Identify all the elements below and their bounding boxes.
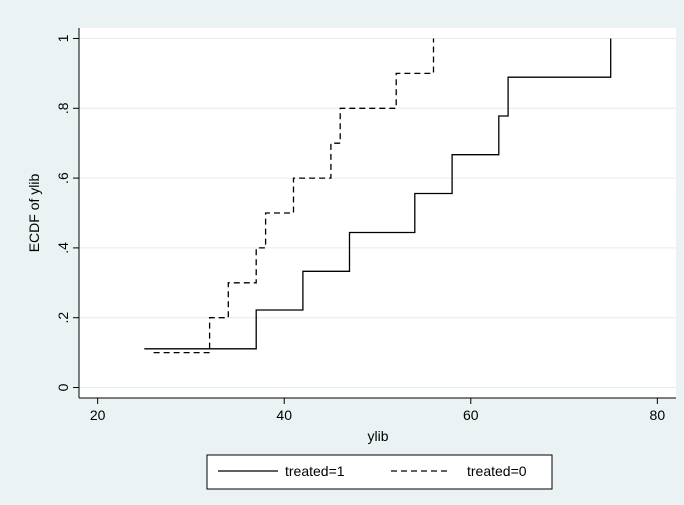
y-tick-label: 0 bbox=[55, 383, 71, 391]
x-tick-label: 60 bbox=[463, 407, 479, 423]
x-tick-label: 40 bbox=[276, 407, 292, 423]
y-tick-label: .8 bbox=[55, 102, 71, 114]
legend-label-treated-0: treated=0 bbox=[467, 463, 527, 479]
y-tick-label: .6 bbox=[55, 172, 71, 184]
legend-box bbox=[206, 454, 553, 490]
x-tick-label: 20 bbox=[90, 407, 106, 423]
legend: treated=1 treated=0 bbox=[206, 454, 553, 490]
y-tick-label: .2 bbox=[55, 312, 71, 324]
axes bbox=[78, 28, 676, 399]
x-axis-label: ylib bbox=[367, 428, 388, 444]
x-tick-label: 80 bbox=[650, 407, 666, 423]
y-tick-label: 1 bbox=[55, 34, 71, 42]
x-ticks: 20 40 60 80 bbox=[90, 398, 665, 423]
y-axis-label: ECDF of ylib bbox=[26, 174, 42, 253]
legend-label-treated-1: treated=1 bbox=[285, 463, 345, 479]
grid-lines bbox=[79, 37, 676, 389]
y-ticks: 0 .2 .4 .6 .8 1 bbox=[55, 34, 79, 391]
series-line-treated-1 bbox=[144, 38, 612, 350]
y-tick-label: .4 bbox=[55, 242, 71, 254]
plot-area bbox=[79, 28, 676, 398]
series-layer bbox=[144, 38, 612, 354]
